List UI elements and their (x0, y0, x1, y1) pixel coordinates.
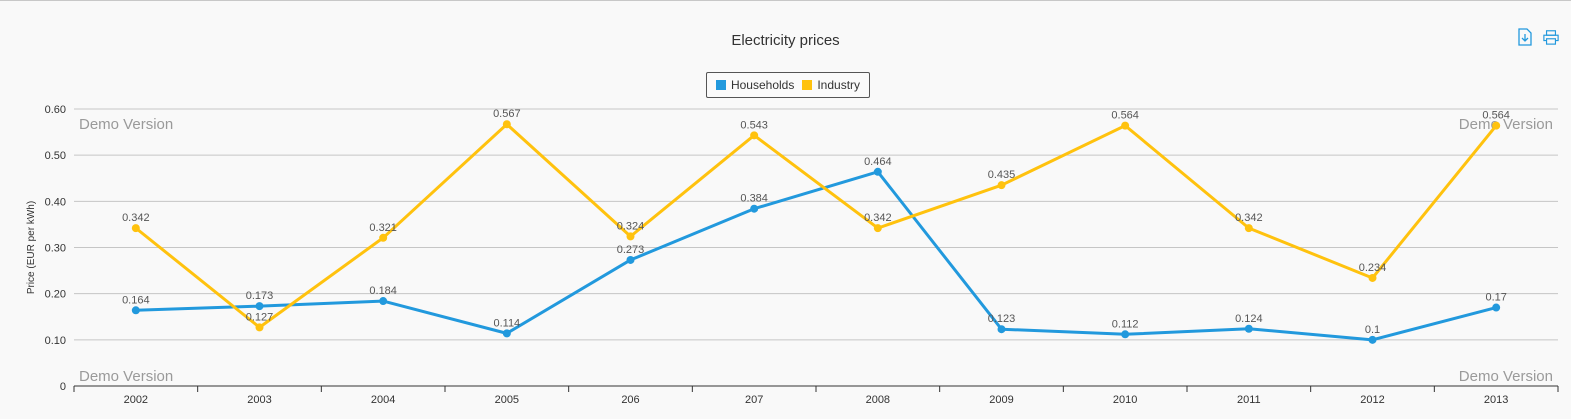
watermark-bottom-left: Demo Version (79, 368, 173, 385)
data-label-households: 0.1 (1365, 324, 1380, 336)
data-point-households (1368, 335, 1377, 344)
data-point-industry (750, 131, 759, 140)
data-label-industry: 0.342 (1235, 212, 1263, 224)
y-tick-label: 0.60 (45, 104, 66, 116)
data-label-households: 0.384 (740, 193, 768, 205)
data-point-households (626, 255, 635, 264)
watermark-top-left: Demo Version (79, 116, 173, 133)
data-point-industry (997, 181, 1006, 190)
data-point-households (1244, 324, 1253, 333)
data-label-industry: 0.567 (493, 108, 521, 120)
x-tick-label: 2005 (495, 394, 519, 406)
top-border (0, 0, 1571, 1)
legend-swatch-industry (802, 80, 813, 90)
y-tick-label: 0.50 (45, 150, 66, 162)
y-tick-label: 0.40 (45, 196, 66, 208)
chart-legend: Households Industry (706, 72, 870, 98)
x-tick-label: 2012 (1360, 394, 1384, 406)
data-point-households (255, 302, 264, 311)
axes: 0 0.10 0.20 0.30 0.40 0.50 0.60 Price (EUR per … (26, 104, 1559, 406)
data-label-households: 0.114 (493, 317, 520, 329)
data-labels: 0.164 0.173 0.184 0.114 0.273 0.384 0.464 0.123… (122, 108, 1510, 336)
legend-item-households[interactable]: Households (715, 78, 795, 92)
data-point-industry (1244, 224, 1253, 233)
data-label-households: 0.173 (246, 290, 274, 302)
data-point-industry (379, 233, 388, 242)
data-point-industry (1368, 273, 1377, 282)
x-tick-label: 2010 (1113, 394, 1137, 406)
y-tick-label: 0.30 (45, 243, 66, 255)
data-point-industry (1492, 121, 1501, 130)
data-point-households (997, 325, 1006, 334)
data-label-households: 0.464 (864, 156, 892, 168)
data-point-households (131, 306, 140, 315)
data-label-industry: 0.342 (864, 212, 892, 224)
data-point-households (1121, 330, 1130, 339)
data-point-industry (1121, 121, 1130, 130)
watermark-bottom-right: Demo Version (1459, 368, 1553, 385)
data-label-industry: 0.564 (1111, 110, 1139, 122)
data-point-households (873, 167, 882, 176)
chart-toolbar (1517, 28, 1559, 46)
data-label-industry: 0.324 (617, 220, 645, 232)
grid (74, 108, 1558, 341)
x-tick-label: 2011 (1237, 394, 1261, 406)
data-point-households (1492, 303, 1501, 312)
x-tick-label: 2009 (989, 394, 1013, 406)
series-line-industry (134, 122, 1498, 329)
legend-item-industry[interactable]: Industry (802, 78, 860, 92)
data-point-households (750, 204, 759, 213)
data-label-industry: 0.543 (740, 119, 768, 131)
y-tick-label: 0.20 (45, 289, 66, 301)
data-label-industry: 0.234 (1359, 262, 1387, 274)
data-label-households: 0.273 (617, 244, 645, 256)
data-label-industry: 0.342 (122, 212, 150, 224)
legend-label-industry: Industry (817, 78, 861, 92)
x-tick-label: 2003 (247, 394, 271, 406)
data-label-households: 0.123 (988, 313, 1016, 325)
data-point-households (379, 297, 388, 306)
x-tick-label: 2013 (1484, 394, 1508, 406)
data-label-households: 0.17 (1485, 292, 1506, 304)
data-label-industry: 0.127 (246, 311, 274, 323)
data-label-households: 0.184 (369, 285, 397, 297)
series-line-households (135, 170, 1497, 342)
y-tick-label: 0.10 (45, 335, 66, 347)
x-tick-label: 2002 (124, 394, 148, 406)
x-tick-label: 206 (621, 394, 639, 406)
data-point-households (502, 329, 511, 338)
y-tick-label: 0 (60, 381, 66, 393)
watermark-top-right: Demo Version (1459, 116, 1553, 133)
data-label-industry: 0.435 (988, 169, 1016, 181)
data-point-industry (873, 224, 882, 233)
data-point-industry (255, 323, 264, 332)
x-tick-label: 2004 (371, 394, 395, 406)
legend-swatch-households (715, 80, 726, 90)
y-axis-title: Price (EUR per kWh) (26, 201, 37, 294)
data-label-households: 0.112 (1112, 318, 1139, 330)
x-tick-label: 207 (745, 394, 763, 406)
download-icon[interactable] (1517, 28, 1533, 46)
data-label-households: 0.164 (122, 294, 150, 306)
data-label-industry: 0.564 (1482, 110, 1510, 122)
chart-title: Electricity prices (731, 32, 840, 49)
x-tick-label: 2008 (866, 394, 890, 406)
data-point-industry (131, 224, 140, 233)
data-label-households: 0.124 (1235, 313, 1263, 325)
series (131, 120, 1501, 344)
legend-label-households: Households (730, 78, 795, 92)
data-point-industry (626, 232, 635, 241)
watermarks: Demo Version Demo Version Demo Version Demo… (79, 116, 1553, 385)
data-point-industry (502, 120, 511, 129)
print-icon[interactable] (1543, 28, 1559, 46)
data-label-industry: 0.321 (369, 222, 397, 234)
